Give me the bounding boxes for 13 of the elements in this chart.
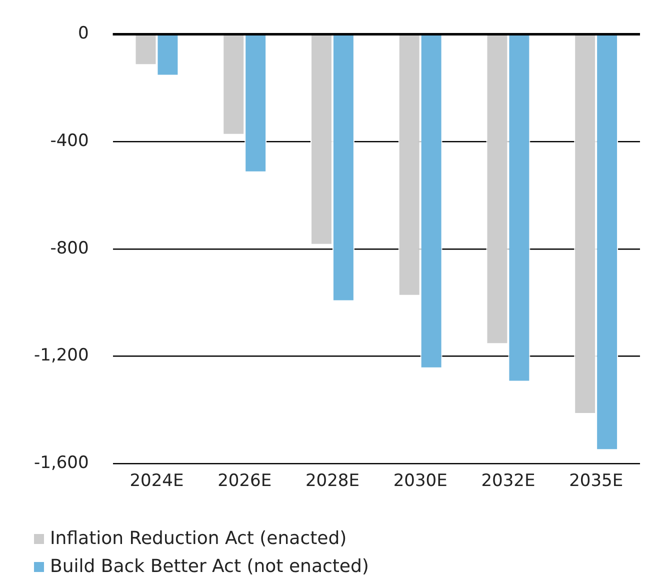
x-tick-label: 2032E bbox=[481, 471, 536, 492]
x-tick-label: 2024E bbox=[130, 471, 184, 492]
x-tick-label: 2028E bbox=[305, 471, 360, 492]
y-tick-label: -400 bbox=[50, 130, 89, 151]
y-tick-label: 0 bbox=[78, 24, 89, 44]
x-tick-label: 2030E bbox=[393, 471, 448, 492]
x-tick-label: 2035E bbox=[569, 471, 624, 492]
x-tick-label: 2026E bbox=[218, 471, 272, 492]
legend-label: Build Back Better Act (not enacted) bbox=[50, 555, 369, 579]
y-tick-label: -800 bbox=[50, 238, 89, 258]
y-tick-label: -1,600 bbox=[34, 453, 89, 474]
legend-label: Inflation Reduction Act (enacted) bbox=[50, 527, 347, 551]
y-tick-label: -1,200 bbox=[34, 346, 89, 366]
